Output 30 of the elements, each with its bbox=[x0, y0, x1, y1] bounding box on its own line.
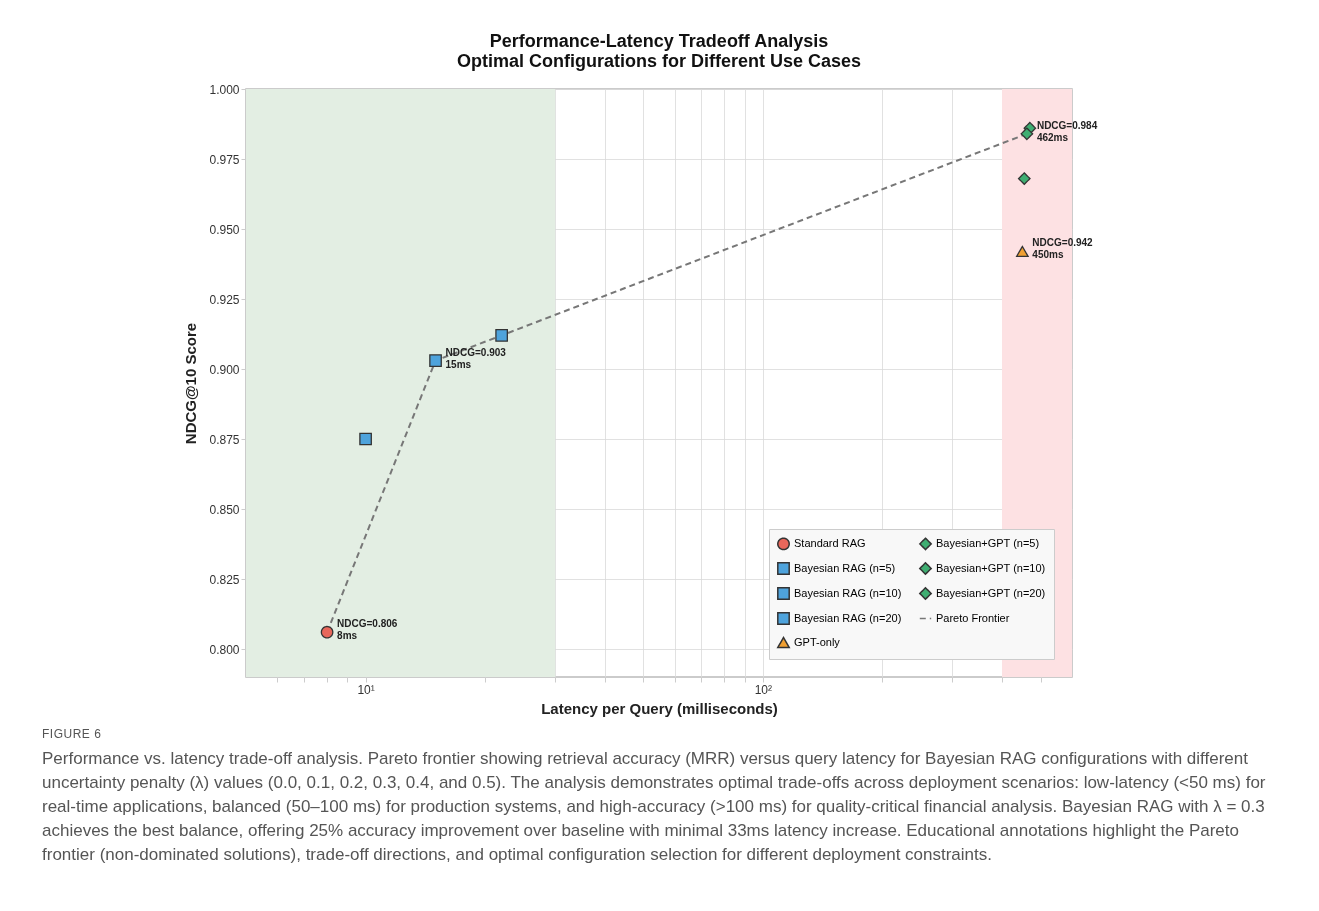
y-tick-label: 0.925 bbox=[209, 292, 240, 307]
y-axis-title: NDCG@10 Score bbox=[182, 322, 200, 445]
annotation: NDCG=0.806 8ms bbox=[337, 618, 398, 642]
legend-label: Bayesian+GPT (n=20) bbox=[936, 586, 1046, 599]
legend-label: Bayesian+GPT (n=10) bbox=[936, 561, 1046, 574]
y-tick-label: 0.950 bbox=[209, 222, 240, 237]
y-tick-label: 0.975 bbox=[209, 152, 240, 167]
x-axis-title: Latency per Query (milliseconds) bbox=[541, 699, 778, 717]
y-tick-label: 1.000 bbox=[209, 82, 240, 97]
annotation: NDCG=0.903 15ms bbox=[445, 346, 507, 370]
y-tick-label: 0.850 bbox=[209, 502, 240, 517]
annotation: NDCG=0.942 450ms bbox=[1032, 237, 1094, 261]
chart-subtitle: Optimal Configurations for Different Use Cases bbox=[456, 51, 862, 71]
x-tick-label: 10² bbox=[754, 682, 773, 697]
text: Performance vs. latency trade-off analysis. Pareto frontier showing retrieval accuracy (MRR) versus query latency for Bayesian RAG configurations with different uncertainty penalty (λ) values (0.0, 0.1, 0.2, 0.3, 0.4, and 0.5). The analysis demonstrates optimal trade-offs across deployment scenarios: low-latency (<50 ms) for real-time applications, balanced (50–100 ms) for production systems, and high-accuracy (>100 ms) for quality-critical financial analysis. Bayesian RAG with λ = 0.3 achieves the best balance, offering 25% accuracy improvement over baseline with minimal 33ms latency increase. Educational annotations highlight the Pareto frontier (non-dominated solutions), trade-off directions, and optimal configuration selection for different deployment constraints. bbox=[42, 748, 1267, 866]
y-tick-label: 0.875 bbox=[209, 432, 240, 447]
y-tick-label: 0.800 bbox=[209, 642, 240, 657]
chart-title: Performance-Latency Tradeoff Analysis bbox=[489, 31, 829, 51]
legend-label: Bayesian RAG (n=10) bbox=[794, 586, 902, 599]
x-tick-label: 10¹ bbox=[357, 682, 375, 697]
legend-label: Bayesian RAG (n=20) bbox=[794, 611, 902, 624]
y-tick-label: 0.825 bbox=[209, 572, 240, 587]
caption: FIGURE 6 bbox=[42, 727, 103, 741]
legend-label: Standard RAG bbox=[794, 536, 866, 549]
legend-label: Pareto Frontier bbox=[936, 611, 1010, 624]
legend-label: Bayesian+GPT (n=5) bbox=[936, 536, 1040, 549]
legend-label: Bayesian RAG (n=5) bbox=[794, 561, 896, 574]
y-tick-label: 0.900 bbox=[209, 362, 240, 377]
legend-label: GPT-only bbox=[794, 635, 841, 648]
annotation: NDCG=0.984 462ms bbox=[1036, 119, 1098, 143]
